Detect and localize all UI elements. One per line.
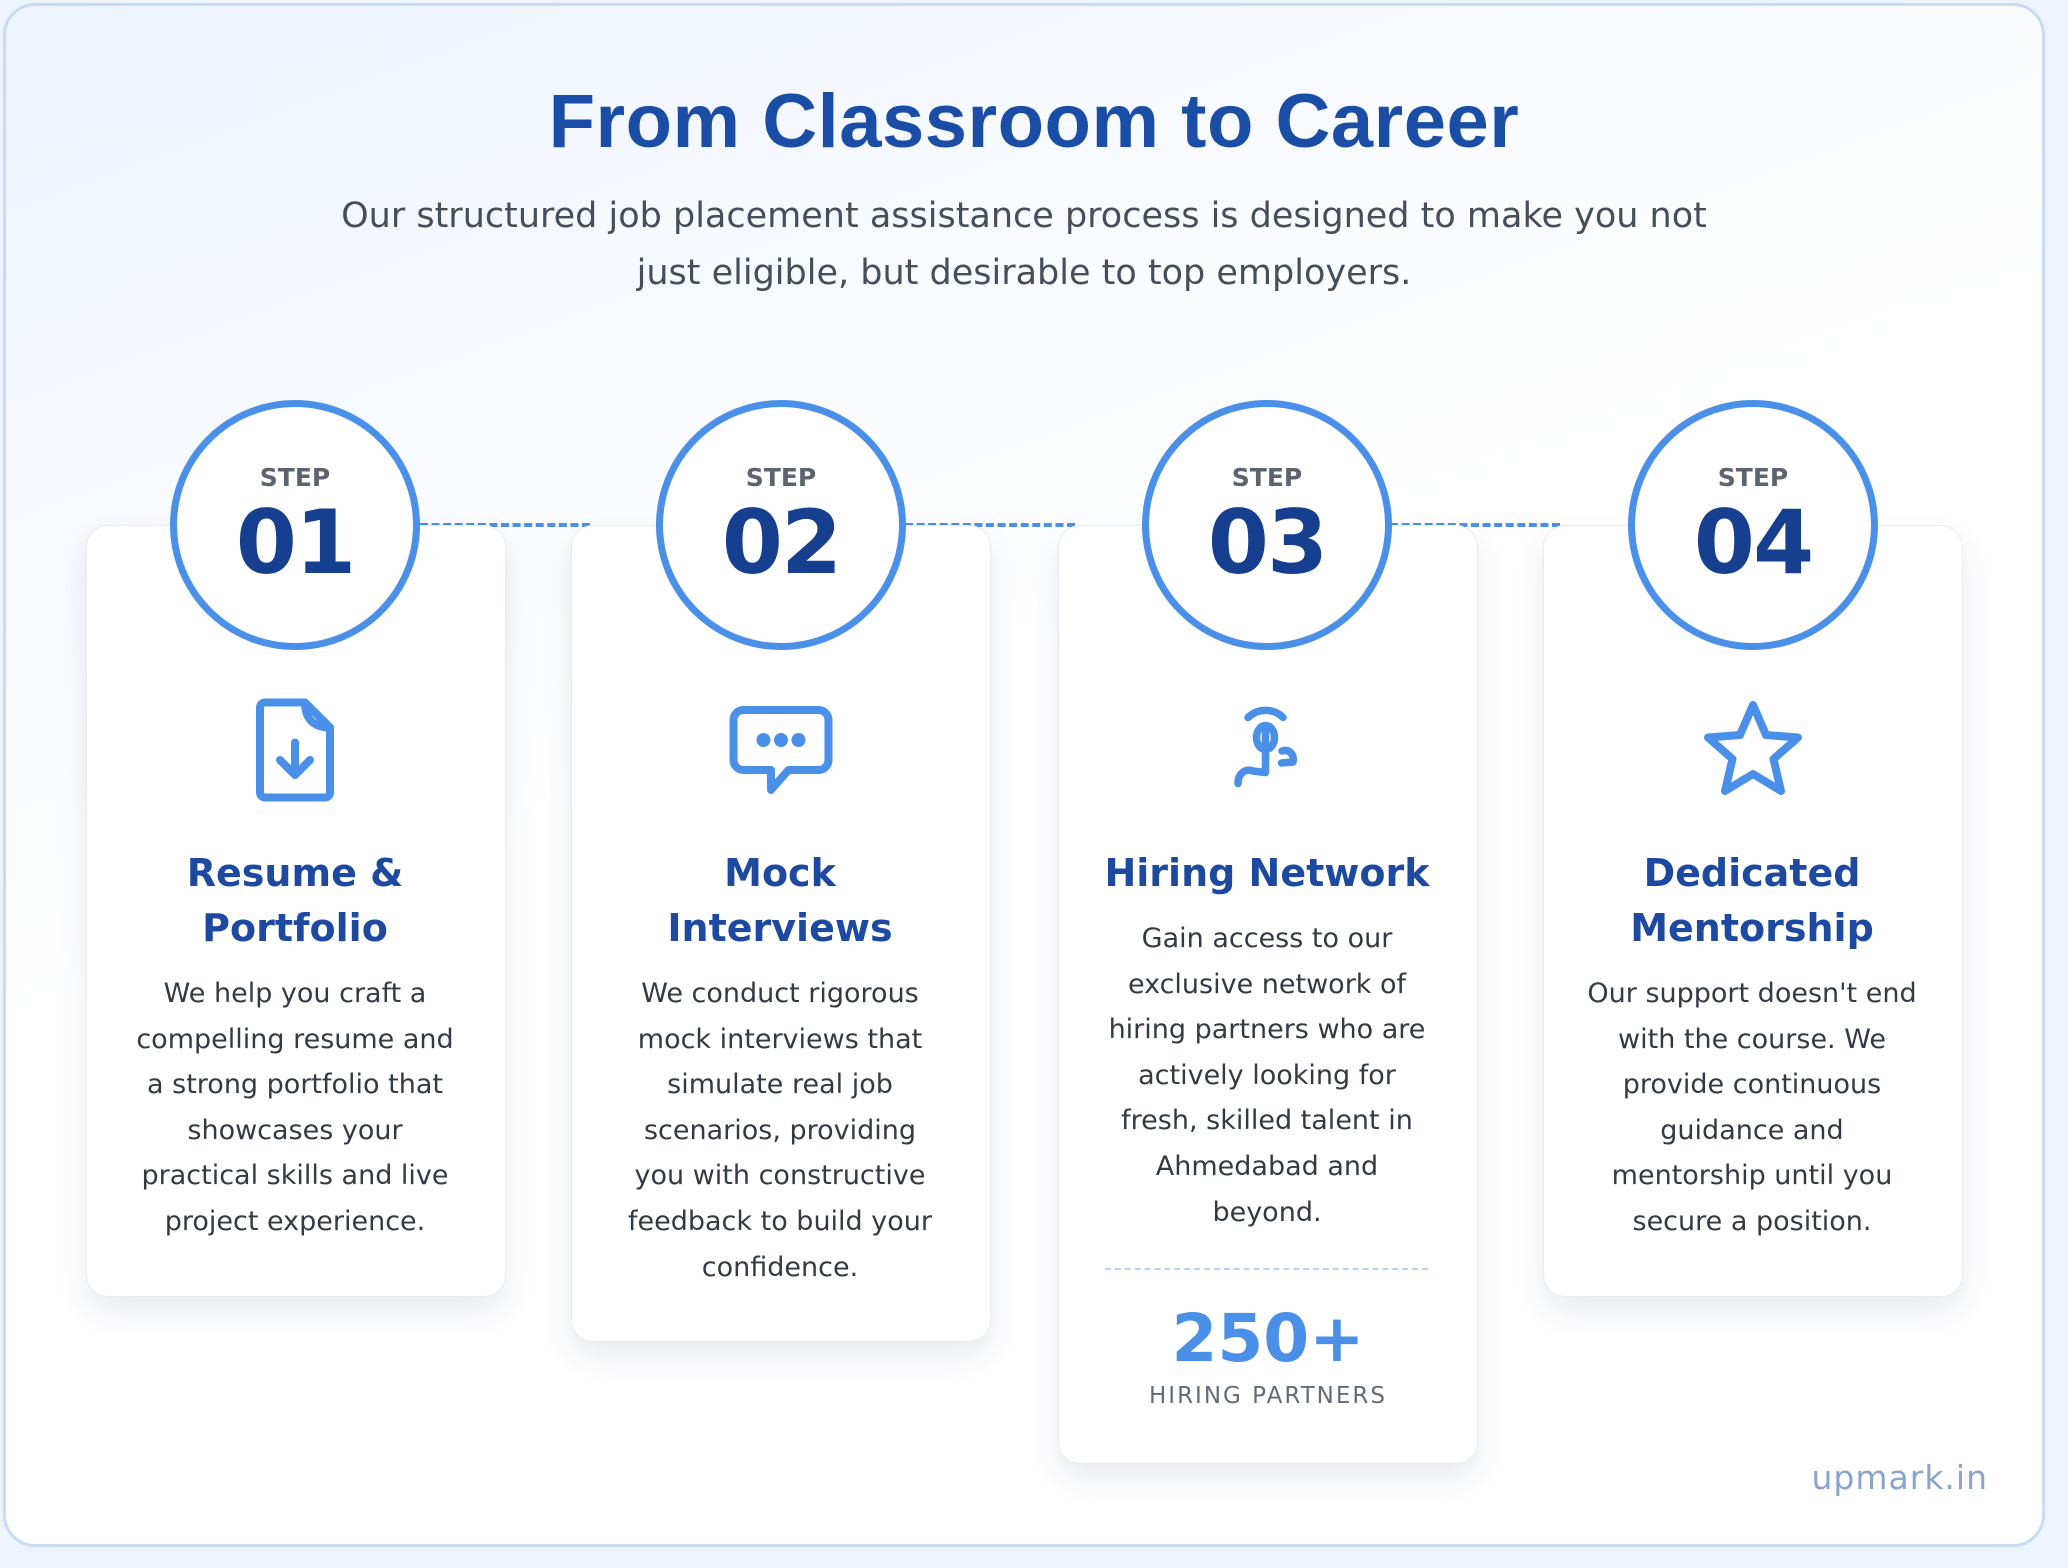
step-card-3 bbox=[1058, 525, 1478, 1464]
step-card-1 bbox=[86, 525, 506, 1297]
step-badge-3: STEP 03 bbox=[1142, 400, 1392, 650]
step-card-4 bbox=[1543, 525, 1963, 1297]
hiring-partners-count: 250+ bbox=[1171, 1300, 1365, 1377]
step-badge-4: STEP 04 bbox=[1628, 400, 1878, 650]
page-title: From Classroom to Career bbox=[548, 79, 1520, 164]
star-icon bbox=[1704, 701, 1802, 795]
connector-line bbox=[1390, 523, 1560, 527]
card-description: Our support doesn't end with the course.… bbox=[1587, 978, 1917, 1237]
stat-divider bbox=[1105, 1268, 1428, 1270]
brand-watermark: upmark.in bbox=[1811, 1458, 1988, 1497]
card-description: Gain access to our exclusive network of … bbox=[1108, 923, 1426, 1228]
card-title: Dedicated Mentorship bbox=[1630, 851, 1874, 950]
card-description: We conduct rigorous mock interviews that… bbox=[628, 978, 932, 1283]
card-title: Mock Interviews bbox=[667, 851, 893, 950]
step-badge-1: STEP 01 bbox=[170, 400, 420, 650]
step-number: 04 bbox=[1693, 491, 1814, 594]
card-title: Resume & Portfolio bbox=[186, 851, 404, 950]
step-label: STEP bbox=[1231, 463, 1303, 492]
step-label: STEP bbox=[259, 463, 331, 492]
page-subtitle: Our structured job placement assistance … bbox=[341, 196, 1707, 293]
step-label: STEP bbox=[1717, 463, 1789, 492]
connector-line bbox=[420, 523, 590, 527]
step-label: STEP bbox=[745, 463, 817, 492]
step-badge-2: STEP 02 bbox=[656, 400, 906, 650]
step-card-2 bbox=[571, 525, 991, 1342]
card-title: Hiring Network bbox=[1104, 851, 1430, 895]
card-description: We help you craft a compelling resume an… bbox=[136, 978, 454, 1237]
hand-pointer-icon bbox=[1234, 706, 1297, 788]
step-number: 01 bbox=[235, 491, 356, 594]
file-download-icon bbox=[256, 698, 334, 802]
chat-bubble-icon bbox=[729, 706, 833, 794]
step-number: 02 bbox=[721, 491, 842, 594]
hiring-partners-label: HIRING PARTNERS bbox=[1149, 1383, 1387, 1409]
connector-line bbox=[905, 523, 1075, 527]
step-number: 03 bbox=[1207, 491, 1328, 594]
